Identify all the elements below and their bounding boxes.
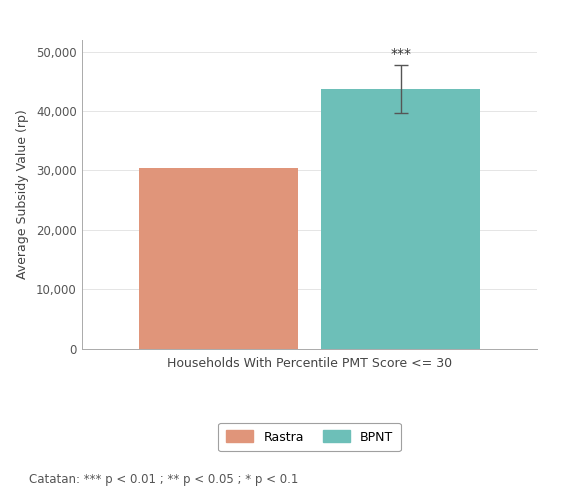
X-axis label: Households With Percentile PMT Score <= 30: Households With Percentile PMT Score <= … [167, 357, 452, 370]
Bar [321, 89, 480, 349]
Text: Catatan: *** p < 0.01 ; ** p < 0.05 ; * p < 0.1: Catatan: *** p < 0.01 ; ** p < 0.05 ; * … [29, 473, 298, 486]
Bar [139, 167, 298, 349]
Text: ***: *** [390, 47, 411, 61]
Legend: Rastra, BPNT: Rastra, BPNT [218, 423, 401, 451]
Y-axis label: Average Subsidy Value (rp): Average Subsidy Value (rp) [16, 110, 29, 279]
